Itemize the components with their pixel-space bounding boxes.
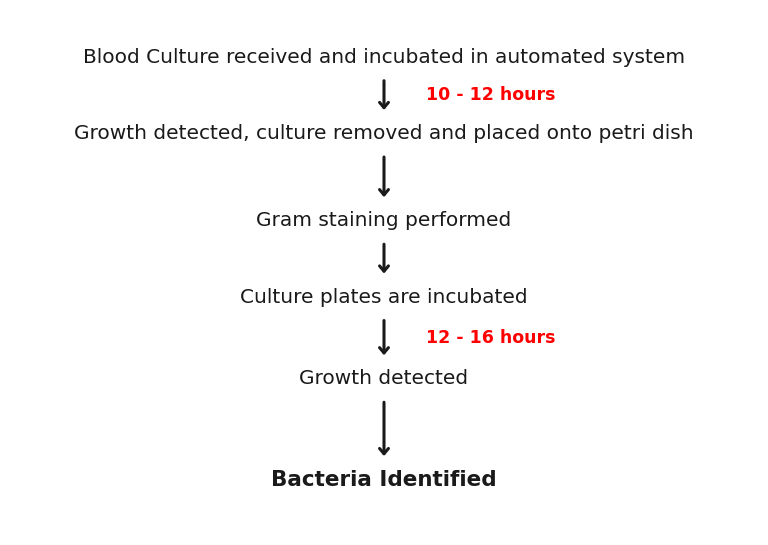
Text: Growth detected: Growth detected [300,370,468,388]
Text: 10 - 12 hours: 10 - 12 hours [426,86,556,105]
Text: Growth detected, culture removed and placed onto petri dish: Growth detected, culture removed and pla… [74,124,694,143]
Text: 12 - 16 hours: 12 - 16 hours [426,329,556,347]
Text: Bacteria Identified: Bacteria Identified [271,470,497,489]
Text: Blood Culture received and incubated in automated system: Blood Culture received and incubated in … [83,48,685,66]
Text: Gram staining performed: Gram staining performed [257,211,511,230]
Text: Culture plates are incubated: Culture plates are incubated [240,288,528,306]
